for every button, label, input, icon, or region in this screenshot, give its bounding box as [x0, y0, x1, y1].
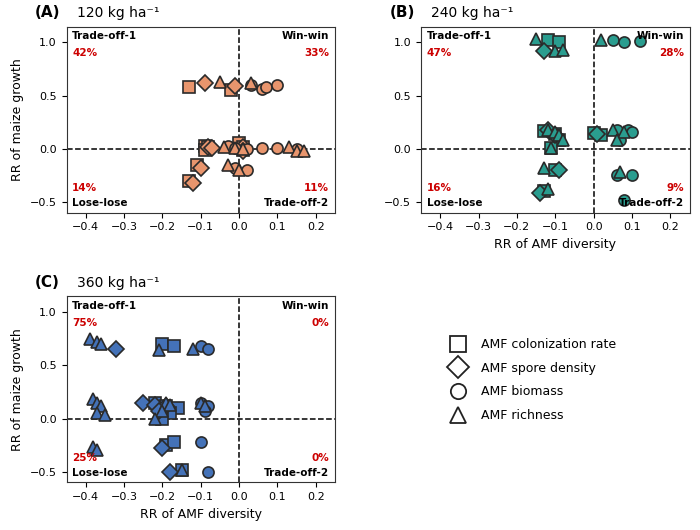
Text: Trade-off-1: Trade-off-1: [72, 31, 137, 41]
Text: (A): (A): [35, 5, 60, 20]
Text: 28%: 28%: [659, 48, 684, 58]
Text: Trade-off-1: Trade-off-1: [72, 301, 137, 311]
Text: Trade-off-2: Trade-off-2: [264, 468, 329, 478]
Text: 0%: 0%: [312, 453, 329, 463]
Text: 14%: 14%: [72, 183, 97, 193]
Text: 42%: 42%: [72, 48, 97, 58]
Text: Win-win: Win-win: [636, 31, 684, 41]
Text: 11%: 11%: [304, 183, 329, 193]
Text: 47%: 47%: [427, 48, 452, 58]
X-axis label: RR of AMF diversity: RR of AMF diversity: [140, 508, 262, 520]
Legend: AMF colonization rate, AMF spore density, AMF biomass, AMF richness: AMF colonization rate, AMF spore density…: [440, 333, 621, 427]
Text: 9%: 9%: [666, 183, 684, 193]
Text: Lose-lose: Lose-lose: [427, 198, 482, 208]
Text: 33%: 33%: [304, 48, 329, 58]
Y-axis label: RR of maize growth: RR of maize growth: [11, 328, 25, 450]
Text: Lose-lose: Lose-lose: [72, 198, 128, 208]
Text: Win-win: Win-win: [282, 301, 329, 311]
Text: Win-win: Win-win: [282, 31, 329, 41]
Text: 120 kg ha⁻¹: 120 kg ha⁻¹: [77, 6, 160, 20]
Text: 25%: 25%: [72, 453, 97, 463]
Text: Trade-off-2: Trade-off-2: [619, 198, 684, 208]
Text: Lose-lose: Lose-lose: [72, 468, 128, 478]
Text: Trade-off-2: Trade-off-2: [264, 198, 329, 208]
Text: 16%: 16%: [427, 183, 452, 193]
X-axis label: RR of AMF diversity: RR of AMF diversity: [494, 238, 616, 251]
Y-axis label: RR of maize growth: RR of maize growth: [11, 58, 25, 181]
Text: 360 kg ha⁻¹: 360 kg ha⁻¹: [77, 276, 160, 290]
Text: Trade-off-1: Trade-off-1: [427, 31, 492, 41]
Text: 240 kg ha⁻¹: 240 kg ha⁻¹: [431, 6, 514, 20]
Text: 0%: 0%: [312, 317, 329, 328]
Text: (C): (C): [35, 275, 60, 290]
Text: 75%: 75%: [72, 317, 97, 328]
Text: (B): (B): [389, 5, 415, 20]
